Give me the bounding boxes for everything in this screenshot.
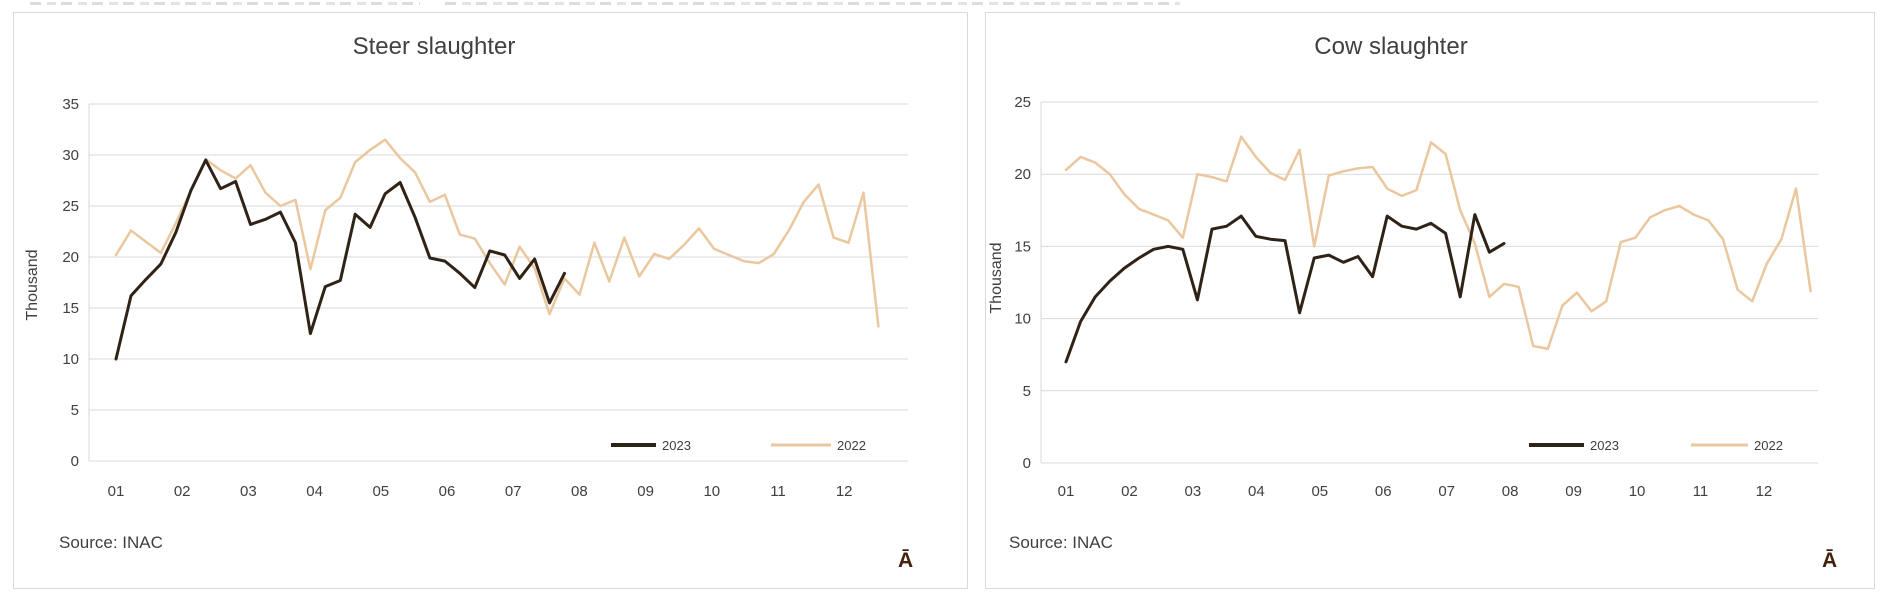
legend-label-2022: 2022 (1754, 438, 1783, 453)
x-tick-label-07: 07 (1438, 483, 1455, 500)
steer-y-axis-title: Thousand (24, 249, 41, 321)
x-tick-label-09: 09 (1565, 483, 1582, 500)
series-line-2022 (114, 138, 880, 328)
x-tick-label-02: 02 (1121, 483, 1138, 500)
y-tick-label-20: 20 (62, 249, 79, 266)
y-tick-label-5: 5 (1023, 383, 1031, 400)
x-tick-label-03: 03 (1185, 483, 1202, 500)
y-tick-label-10: 10 (1014, 311, 1031, 328)
clipped-text-strip-right (445, 2, 1180, 5)
steer-plot: 35 30 25 20 15 10 5 0 01 02 03 04 05 06 07 08 09 10 11 12 20… (62, 96, 908, 500)
x-tick-label-12: 12 (1756, 483, 1773, 500)
cow-source-note: Source: INAC (1009, 533, 1113, 552)
x-tick-label-06: 06 (439, 483, 456, 500)
x-tick-label-11: 11 (1693, 483, 1709, 500)
x-tick-label-08: 08 (571, 483, 588, 500)
y-tick-label-25: 25 (62, 198, 79, 215)
steer-chart-panel: 35 30 25 20 15 10 5 0 01 02 03 04 05 06 07 08 09 10 11 12 20… (13, 12, 968, 589)
x-tick-label-04: 04 (306, 483, 323, 500)
y-tick-label-20: 20 (1014, 166, 1031, 183)
x-tick-label-04: 04 (1248, 483, 1265, 500)
x-tick-label-03: 03 (240, 483, 257, 500)
x-tick-label-05: 05 (1311, 483, 1328, 500)
y-tick-label-15: 15 (1014, 238, 1031, 255)
y-tick-label-15: 15 (62, 300, 79, 317)
y-tick-label-25: 25 (1014, 94, 1031, 111)
y-tick-label-0: 0 (71, 453, 79, 470)
x-tick-label-10: 10 (1629, 483, 1646, 500)
x-tick-label-02: 02 (174, 483, 191, 500)
series-line-2023 (114, 158, 566, 361)
y-tick-label-30: 30 (62, 147, 79, 164)
x-tick-label-10: 10 (703, 483, 720, 500)
y-tick-label-10: 10 (62, 351, 79, 368)
y-tick-label-0: 0 (1023, 455, 1031, 472)
x-tick-label-05: 05 (372, 483, 389, 500)
legend-label-2022: 2022 (837, 438, 866, 453)
steer-logo-glyph: Ā (898, 549, 914, 572)
cow-chart-panel: 25 20 15 10 5 0 01 02 03 04 05 06 07 08 09 10 11 12 2023 20… (985, 12, 1875, 589)
legend-label-2023: 2023 (1590, 438, 1619, 453)
x-tick-label-08: 08 (1502, 483, 1519, 500)
x-tick-label-06: 06 (1375, 483, 1392, 500)
x-tick-label-09: 09 (637, 483, 654, 500)
series-line-2022 (1064, 135, 1812, 351)
y-tick-label-5: 5 (71, 402, 79, 419)
y-tick-label-35: 35 (62, 96, 79, 113)
clipped-text-strip-left (30, 2, 420, 5)
x-tick-label-11: 11 (770, 483, 786, 500)
cow-chart-title: Cow slaughter (1314, 33, 1468, 60)
x-tick-label-01: 01 (1058, 483, 1075, 500)
series-line-2023 (1064, 213, 1506, 364)
x-tick-label-01: 01 (108, 483, 125, 500)
cow-y-axis-title: Thousand (988, 242, 1005, 314)
cow-plot: 25 20 15 10 5 0 01 02 03 04 05 06 07 08 09 10 11 12 2023 20… (1014, 94, 1818, 500)
steer-chart-title: Steer slaughter (352, 33, 516, 60)
steer-source-note: Source: INAC (59, 533, 163, 552)
x-tick-label-07: 07 (505, 483, 522, 500)
legend-label-2023: 2023 (662, 438, 691, 453)
x-tick-label-12: 12 (836, 483, 853, 500)
cow-logo-glyph: Ā (1822, 549, 1838, 572)
